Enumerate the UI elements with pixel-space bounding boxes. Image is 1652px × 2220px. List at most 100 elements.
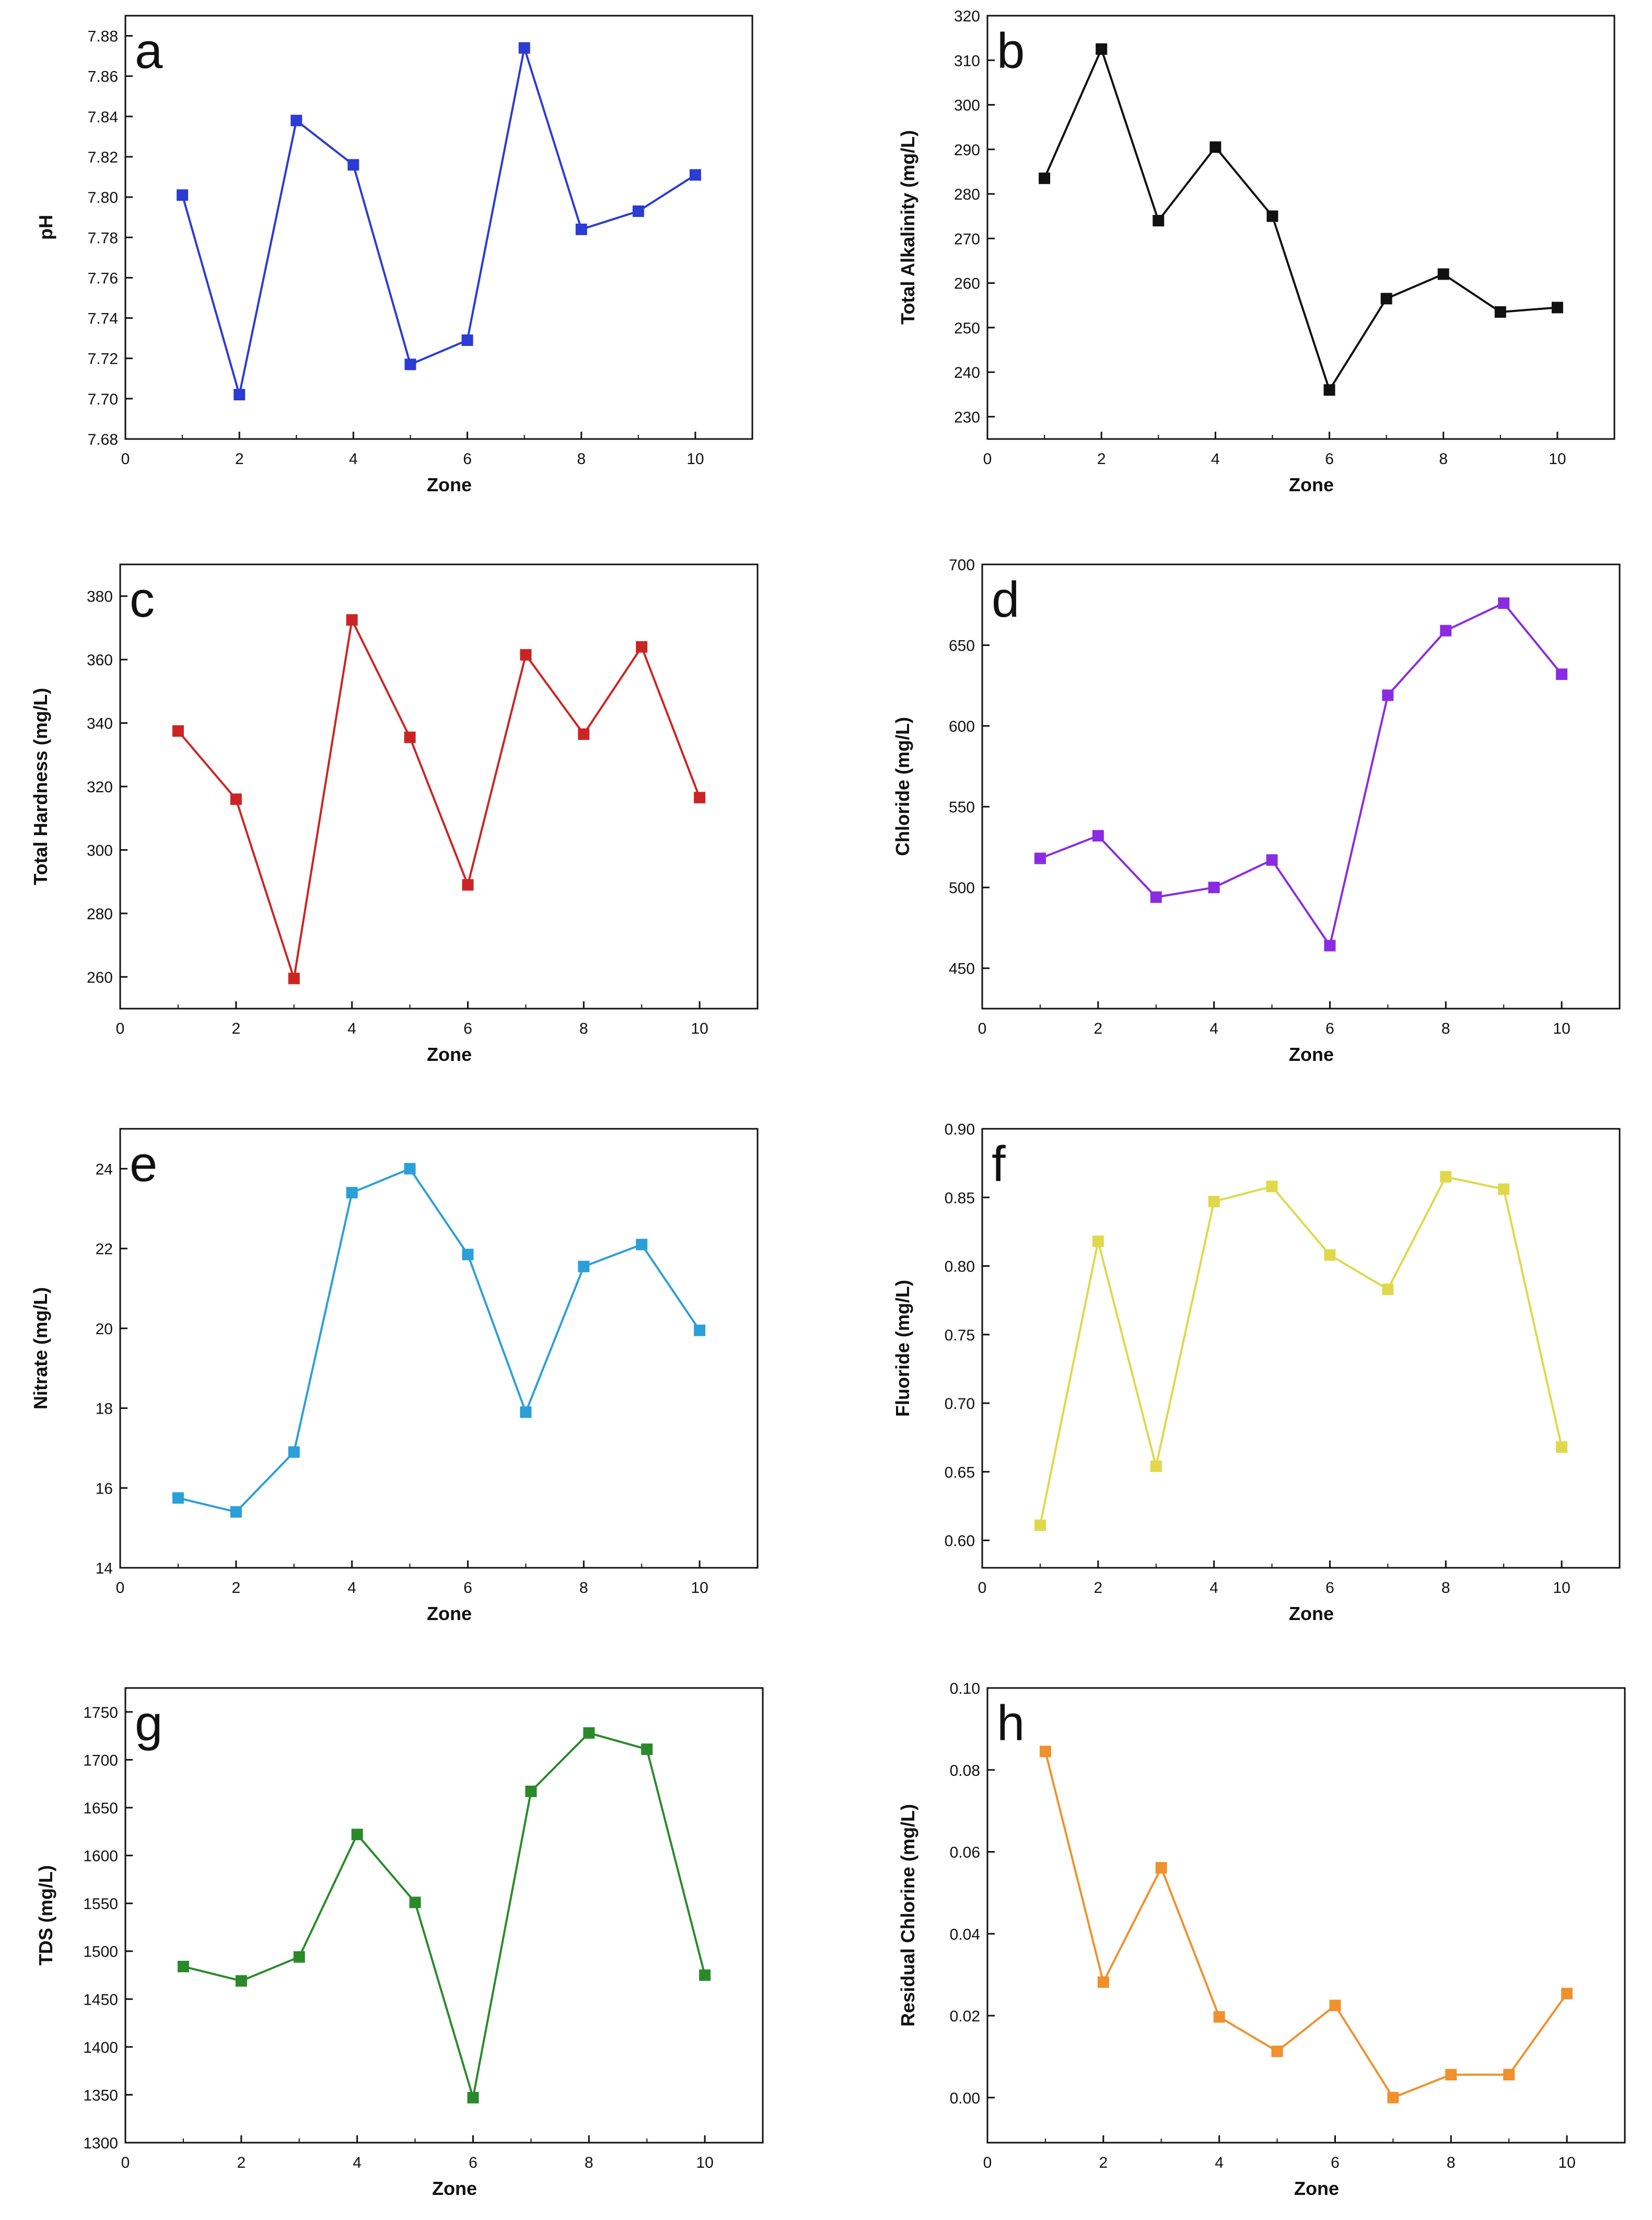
y-tick-label: 1400 bbox=[83, 2039, 118, 2056]
data-point bbox=[1092, 830, 1104, 842]
data-point bbox=[694, 1324, 706, 1336]
x-tick-label: 8 bbox=[1441, 1579, 1450, 1597]
data-point bbox=[1503, 2068, 1515, 2080]
y-axis-title: Nitrate (mg/L) bbox=[30, 1287, 51, 1409]
x-tick-label: 8 bbox=[579, 1020, 588, 1037]
data-point bbox=[578, 1261, 590, 1273]
data-point bbox=[1498, 597, 1510, 609]
data-point bbox=[520, 649, 532, 661]
y-axis-title: Total Alkalinity (mg/L) bbox=[897, 130, 918, 325]
y-tick-label: 0.80 bbox=[945, 1258, 975, 1276]
plot-frame bbox=[981, 1128, 1621, 1569]
x-tick-label: 2 bbox=[1093, 1579, 1102, 1597]
data-point bbox=[1097, 1976, 1109, 1988]
plot-frame bbox=[986, 15, 1615, 440]
x-axis-title: Zone bbox=[432, 2178, 477, 2199]
data-point bbox=[1329, 1999, 1341, 2011]
x-tick-label: 2 bbox=[237, 2154, 246, 2171]
plot-frame bbox=[981, 563, 1621, 1010]
y-tick-label: 600 bbox=[949, 718, 975, 735]
data-point bbox=[575, 223, 587, 235]
y-tick-label: 300 bbox=[87, 842, 113, 859]
panel-g-tds: 0 2 4 6 8 10 1300 1350 1400 1450 1500 1550 1600 1650 1… bbox=[10, 1667, 778, 2216]
y-tick-label: 18 bbox=[96, 1401, 113, 1418]
y-tick-label: 500 bbox=[949, 880, 975, 897]
y-tick-label: 240 bbox=[954, 364, 980, 381]
data-point bbox=[172, 725, 184, 737]
data-point bbox=[346, 1187, 358, 1199]
y-tick-label: 1300 bbox=[83, 2135, 118, 2152]
y-tick-label: 1650 bbox=[83, 1800, 118, 1817]
x-tick-label: 4 bbox=[1209, 1579, 1218, 1597]
y-tick-label: 450 bbox=[949, 961, 975, 978]
y-tick-label: 7.86 bbox=[88, 68, 118, 86]
data-point bbox=[1498, 1183, 1510, 1195]
panel-letter: g bbox=[135, 1695, 162, 1751]
y-tick-label: 1450 bbox=[83, 1991, 118, 2008]
y-tick-label: 7.72 bbox=[88, 351, 118, 368]
data-point bbox=[346, 614, 358, 626]
data-point bbox=[1380, 293, 1392, 305]
y-tick-label: 0.75 bbox=[945, 1327, 975, 1344]
x-tick-label: 2 bbox=[231, 1020, 240, 1037]
data-point bbox=[288, 973, 300, 985]
data-point bbox=[641, 1743, 653, 1755]
data-point bbox=[1039, 1745, 1051, 1758]
x-tick-label: 10 bbox=[691, 1579, 708, 1597]
data-point bbox=[578, 728, 590, 740]
x-tick-label: 8 bbox=[579, 1579, 588, 1597]
y-tick-label: 7.82 bbox=[88, 149, 118, 166]
series-line bbox=[181, 47, 696, 396]
data-point bbox=[1324, 940, 1336, 952]
chart-c-svg: 0 2 4 6 8 10 260 280 300 320 340 360 380 Zone Total Ha… bbox=[30, 563, 759, 1065]
x-tick-label: 8 bbox=[1441, 1020, 1450, 1037]
y-tick-label: 700 bbox=[949, 557, 975, 574]
x-tick-label: 2 bbox=[1097, 450, 1106, 468]
x-tick-label: 6 bbox=[463, 1020, 472, 1037]
data-point bbox=[632, 205, 644, 217]
y-axis-title: Fluoride (mg/L) bbox=[892, 1280, 913, 1417]
data-point bbox=[1551, 302, 1563, 314]
y-tick-label: 1350 bbox=[83, 2087, 118, 2104]
x-tick-label: 6 bbox=[1331, 2154, 1340, 2171]
x-tick-label: 4 bbox=[1211, 450, 1220, 468]
x-tick-label: 6 bbox=[463, 1579, 472, 1597]
data-point bbox=[694, 792, 706, 804]
x-axis-title: Zone bbox=[1289, 474, 1334, 495]
data-point bbox=[177, 1960, 189, 1972]
plot-frame bbox=[124, 15, 753, 440]
x-tick-label: 0 bbox=[121, 2154, 130, 2171]
y-tick-label: 0.02 bbox=[950, 2008, 980, 2025]
data-point bbox=[462, 879, 474, 891]
x-tick-label: 0 bbox=[116, 1020, 125, 1037]
data-point bbox=[347, 159, 359, 171]
y-tick-label: 650 bbox=[949, 638, 975, 655]
x-tick-label: 0 bbox=[116, 1579, 125, 1597]
y-tick-label: 24 bbox=[96, 1161, 113, 1178]
plot-frame bbox=[119, 1128, 759, 1569]
data-point bbox=[1208, 1196, 1220, 1208]
data-point bbox=[1034, 852, 1046, 864]
data-point bbox=[230, 1506, 242, 1518]
data-point bbox=[404, 731, 416, 743]
x-tick-label: 4 bbox=[347, 1020, 356, 1037]
x-axis-title: Zone bbox=[1289, 1044, 1334, 1065]
x-tick-label: 6 bbox=[469, 2154, 478, 2171]
y-tick-label: 14 bbox=[96, 1560, 113, 1577]
data-point bbox=[290, 114, 303, 126]
x-tick-label: 10 bbox=[1549, 450, 1566, 468]
y-tick-label: 1700 bbox=[83, 1752, 118, 1769]
data-point bbox=[1382, 1284, 1394, 1296]
y-tick-label: 340 bbox=[87, 715, 113, 733]
x-tick-label: 4 bbox=[349, 450, 358, 468]
panel-b-total-alkalinity: 0 2 4 6 8 10 230 240 250 260 270 280 290 300 310 320 Zon… bbox=[872, 0, 1641, 523]
x-tick-label: 0 bbox=[983, 450, 992, 468]
panel-letter: c bbox=[130, 572, 155, 628]
panel-e-nitrate: 0 2 4 6 8 10 14 16 18 20 22 24 Zone Nitrate (mg/L) e bbox=[10, 1103, 778, 1631]
data-point bbox=[1155, 1862, 1167, 1874]
y-tick-label: 16 bbox=[96, 1480, 113, 1497]
x-tick-label: 0 bbox=[983, 2154, 992, 2171]
chart-a-svg: 0 2 4 6 8 10 7.68 7.70 7.72 7.74 7.76 7.78 7.80 7.82 7… bbox=[35, 15, 753, 495]
